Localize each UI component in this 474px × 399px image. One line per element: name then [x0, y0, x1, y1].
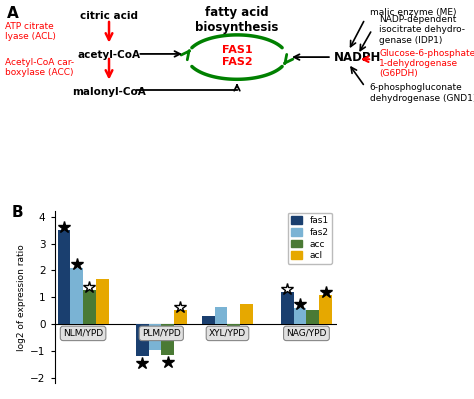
Text: PLM/YPD: PLM/YPD	[142, 329, 181, 338]
Text: malonyl-CoA: malonyl-CoA	[72, 87, 146, 97]
Bar	[294, 308, 307, 324]
Text: acetyl-CoA: acetyl-CoA	[78, 50, 140, 60]
Text: ATP citrate
lyase (ACL): ATP citrate lyase (ACL)	[5, 22, 55, 41]
Text: fatty acid
biosynthesis: fatty acid biosynthesis	[195, 6, 279, 34]
Bar	[228, 324, 240, 339]
Text: FAS1
FAS2: FAS1 FAS2	[222, 45, 252, 67]
Bar	[281, 292, 294, 324]
Text: NADPH: NADPH	[334, 51, 382, 63]
Bar	[57, 230, 70, 324]
Text: Acetyl-CoA car-
boxylase (ACC): Acetyl-CoA car- boxylase (ACC)	[5, 58, 74, 77]
Bar	[83, 290, 96, 324]
Text: B: B	[12, 205, 24, 221]
Bar	[136, 324, 148, 356]
Text: NLM/YPD: NLM/YPD	[63, 329, 103, 338]
Legend: fas1, fas2, acc, acl: fas1, fas2, acc, acl	[288, 213, 332, 264]
Bar	[161, 324, 174, 355]
Bar	[215, 307, 228, 324]
Text: XYL/YPD: XYL/YPD	[209, 329, 246, 338]
Bar	[148, 324, 161, 350]
Bar	[96, 279, 109, 324]
Text: Glucose-6-phosphate
1-dehydrogenase
(G6PDH): Glucose-6-phosphate 1-dehydrogenase (G6P…	[379, 49, 474, 78]
Text: NADP-dependent
isocitrate dehydro-
genase (IDP1): NADP-dependent isocitrate dehydro- genas…	[379, 15, 465, 45]
Text: 6-phosphogluconate
dehydrogenase (GND1): 6-phosphogluconate dehydrogenase (GND1)	[370, 83, 474, 103]
Bar	[319, 295, 332, 324]
Text: citric acid: citric acid	[80, 10, 138, 21]
Bar	[70, 268, 83, 324]
Bar	[240, 304, 253, 324]
Bar	[202, 316, 215, 324]
Text: malic enzyme (ME): malic enzyme (ME)	[370, 8, 456, 18]
Bar	[174, 310, 187, 324]
Text: NAG/YPD: NAG/YPD	[286, 329, 327, 338]
Bar	[307, 310, 319, 324]
Y-axis label: log2 of expression ratio: log2 of expression ratio	[17, 244, 26, 351]
Text: A: A	[7, 6, 19, 21]
